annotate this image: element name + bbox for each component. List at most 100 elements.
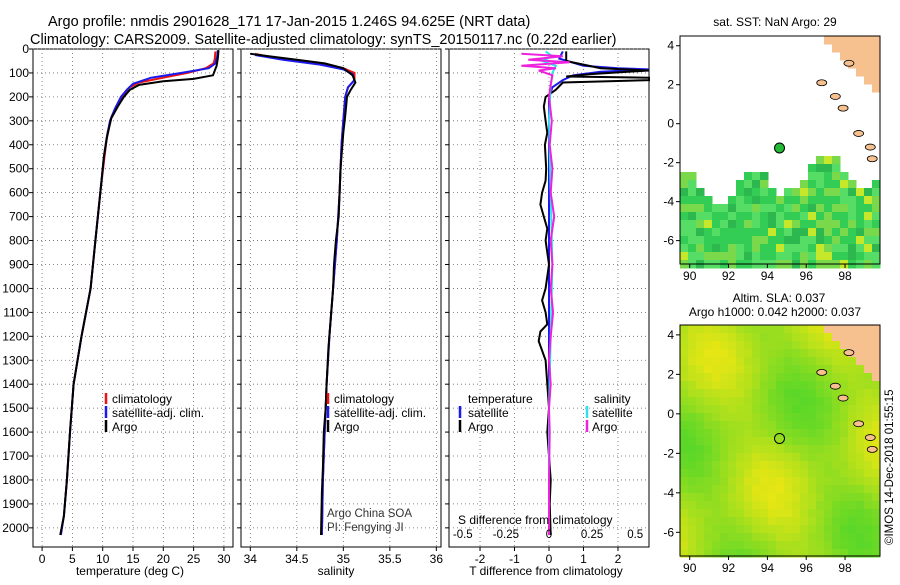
data-cell [752, 236, 761, 245]
data-cell [800, 333, 809, 342]
x-tick-label: 20 [157, 552, 171, 566]
data-cell [776, 220, 785, 229]
data-cell [696, 429, 705, 438]
data-cell [688, 509, 697, 518]
data-cell [776, 325, 785, 334]
data-cell [776, 252, 785, 261]
data-cell [792, 357, 801, 366]
data-cell [736, 325, 745, 334]
data-cell [712, 453, 721, 462]
data-cell [688, 212, 697, 221]
data-cell [736, 509, 745, 518]
data-cell [832, 525, 841, 534]
data-cell [744, 349, 753, 358]
data-cell [864, 397, 873, 406]
land-cell [856, 349, 865, 358]
data-cell [760, 220, 769, 229]
data-cell [680, 477, 689, 486]
data-cell [712, 389, 721, 398]
data-cell [728, 413, 737, 422]
data-cell [680, 204, 689, 213]
data-cell [728, 389, 737, 398]
data-cell [760, 252, 769, 261]
data-cell [792, 429, 801, 438]
data-cell [848, 204, 857, 213]
data-cell [784, 220, 793, 229]
data-cell [736, 212, 745, 221]
data-cell [816, 236, 825, 245]
data-cell [864, 453, 873, 462]
data-cell [760, 533, 769, 542]
data-cell [816, 461, 825, 470]
data-cell [848, 365, 857, 374]
data-cell [752, 445, 761, 454]
data-cell [792, 349, 801, 358]
data-cell [704, 429, 713, 438]
data-cell [768, 445, 777, 454]
data-cell [752, 357, 761, 366]
data-cell [680, 381, 689, 390]
island [853, 420, 865, 428]
data-cell [808, 212, 817, 221]
data-cell [824, 493, 833, 502]
land-cell [832, 44, 841, 53]
data-cell [680, 180, 689, 189]
data-cell [872, 493, 881, 502]
data-cell [720, 445, 729, 454]
data-cell [752, 509, 761, 518]
data-cell [864, 549, 873, 558]
data-cell [784, 541, 793, 550]
data-cell [752, 421, 761, 430]
data-cell [704, 252, 713, 261]
data-cell [720, 421, 729, 430]
data-cell [696, 196, 705, 205]
data-cell [680, 341, 689, 350]
data-cell [792, 188, 801, 197]
data-cell [696, 437, 705, 446]
data-cell [696, 405, 705, 414]
data-cell [760, 421, 769, 430]
data-cell [736, 381, 745, 390]
data-cell [688, 357, 697, 366]
data-cell [792, 204, 801, 213]
data-cell [688, 236, 697, 245]
data-cell [800, 421, 809, 430]
data-cell [832, 461, 841, 470]
data-cell [704, 373, 713, 382]
data-cell [680, 172, 689, 181]
data-cell [704, 461, 713, 470]
data-cell [736, 421, 745, 430]
data-cell [824, 477, 833, 486]
data-cell [816, 445, 825, 454]
data-cell [784, 228, 793, 237]
data-cell [680, 349, 689, 358]
data-cell [728, 212, 737, 221]
data-cell [736, 413, 745, 422]
data-cell [856, 196, 865, 205]
data-cell [696, 445, 705, 454]
data-cell [680, 461, 689, 470]
map-y-tick-label: -4 [663, 486, 674, 500]
data-cell [768, 533, 777, 542]
land-cell [832, 36, 841, 45]
data-cell [832, 421, 841, 430]
data-cell [776, 461, 785, 470]
data-cell [688, 437, 697, 446]
data-cell [840, 549, 849, 558]
data-cell [752, 204, 761, 213]
data-cell [808, 413, 817, 422]
data-cell [784, 212, 793, 221]
data-cell [680, 397, 689, 406]
data-cell [728, 549, 737, 558]
data-cell [856, 501, 865, 510]
data-cell [752, 373, 761, 382]
data-cell [768, 421, 777, 430]
data-cell [848, 517, 857, 526]
data-cell [792, 453, 801, 462]
data-cell [784, 373, 793, 382]
data-cell [752, 365, 761, 374]
data-cell [696, 501, 705, 510]
data-cell [744, 381, 753, 390]
data-cell [728, 453, 737, 462]
map-x-tick-label: 98 [838, 561, 852, 575]
